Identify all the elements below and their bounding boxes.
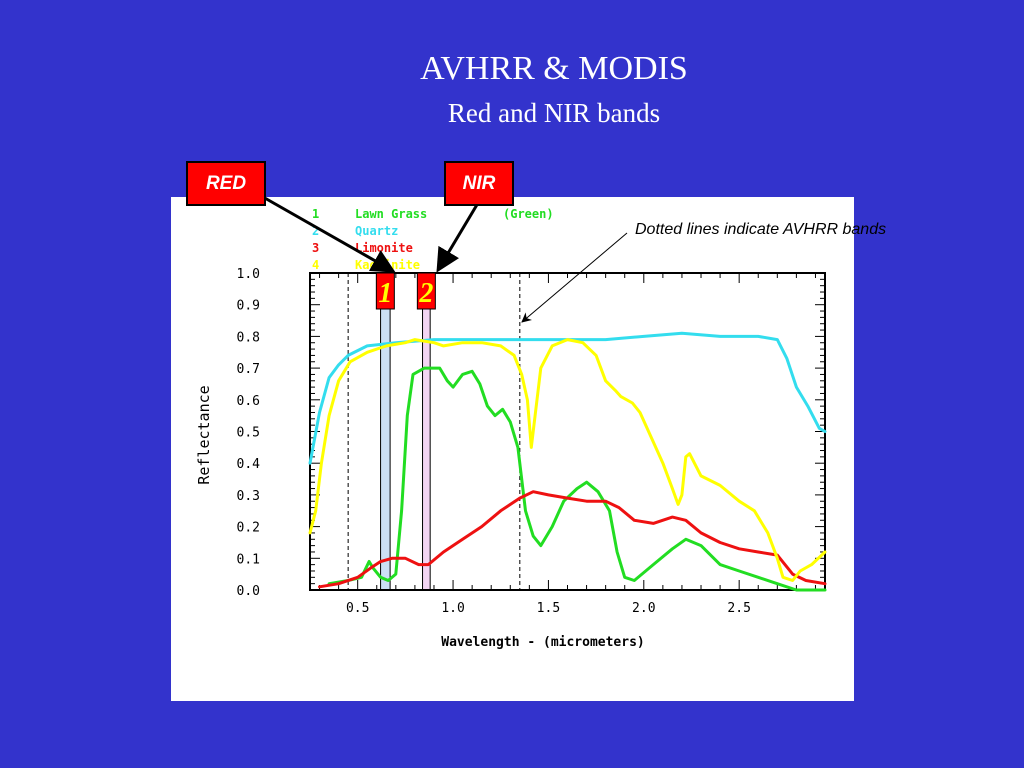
red-arrow <box>262 195 396 273</box>
x-axis-label: Wavelength - (micrometers) <box>441 635 645 650</box>
series-line-lawn-grass <box>327 366 827 592</box>
series-line-quartz <box>308 331 827 465</box>
legend-number: 1 <box>312 207 319 221</box>
note-arrow <box>521 232 628 323</box>
avhrr-note: Dotted lines indicate AVHRR bands <box>635 221 887 238</box>
legend-number: 4 <box>312 258 319 272</box>
y-tick-label: 0.6 <box>237 394 260 409</box>
slide-title: AVHRR & MODIS <box>420 50 688 87</box>
x-tick-label: 2.0 <box>632 601 655 616</box>
band-label-2: 2 <box>418 278 433 309</box>
legend-extra: (Green) <box>503 207 554 221</box>
y-tick-label: 0.1 <box>237 552 260 567</box>
band-label-box <box>375 272 395 310</box>
series-line-limonite <box>318 490 827 589</box>
red-tag: RED <box>186 161 266 206</box>
y-tick-label: 1.0 <box>237 267 260 282</box>
modis-band-2 <box>422 272 431 591</box>
legend-name: Quartz <box>355 224 398 238</box>
nir-arrow <box>436 202 480 273</box>
x-tick-label: 1.5 <box>537 601 560 616</box>
band-label-box <box>416 272 436 310</box>
y-axis-label: Reflectance <box>195 385 213 484</box>
y-tick-label: 0.4 <box>237 457 261 472</box>
legend-name: Kaolinite <box>355 258 420 272</box>
legend-name: Lawn Grass <box>355 207 427 221</box>
x-tick-label: 0.5 <box>346 601 369 616</box>
x-tick-label: 1.0 <box>441 601 464 616</box>
y-tick-label: 0.0 <box>237 584 260 599</box>
y-tick-label: 0.5 <box>237 426 260 441</box>
y-tick-label: 0.8 <box>237 330 260 345</box>
legend-number: 3 <box>312 241 319 255</box>
y-tick-label: 0.9 <box>237 299 260 314</box>
modis-band-1 <box>380 272 391 591</box>
band-label-1: 1 <box>378 278 392 309</box>
x-tick-label: 2.5 <box>727 601 750 616</box>
legend-number: 2 <box>312 224 319 238</box>
nir-tag: NIR <box>444 161 514 206</box>
y-tick-label: 0.3 <box>237 489 260 504</box>
slide-subtitle: Red and NIR bands <box>447 98 661 128</box>
y-tick-label: 0.7 <box>237 362 260 377</box>
y-tick-label: 0.2 <box>237 521 260 536</box>
chart-panel <box>171 197 854 701</box>
series-line-kaolinite <box>308 338 827 582</box>
